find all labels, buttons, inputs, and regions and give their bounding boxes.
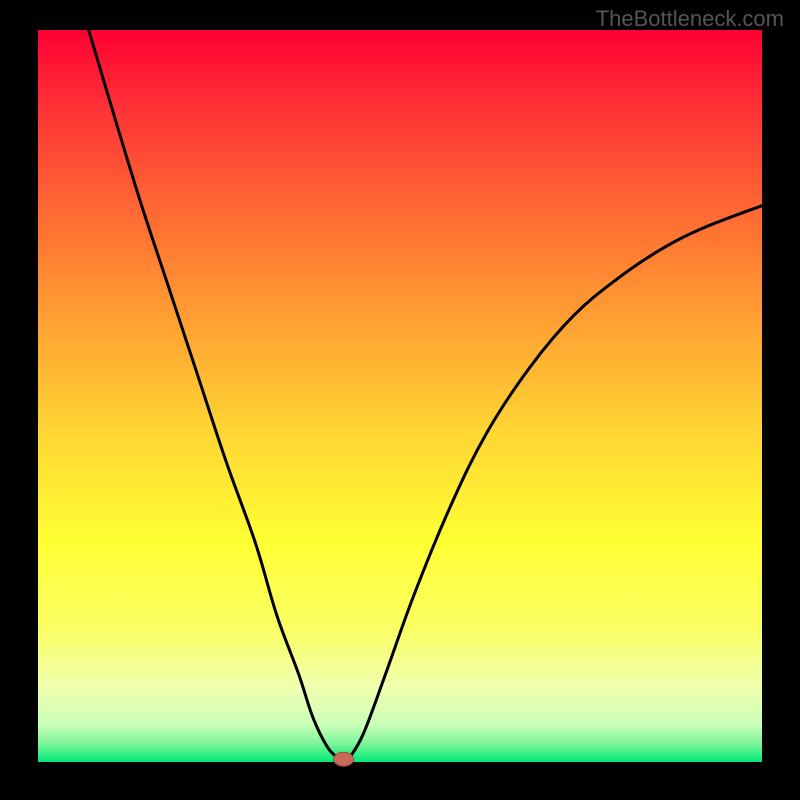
watermark-text: TheBottleneck.com	[596, 6, 784, 32]
chart-container: TheBottleneck.com	[0, 0, 800, 800]
chart-svg	[0, 0, 800, 800]
bottleneck-marker	[334, 752, 354, 766]
